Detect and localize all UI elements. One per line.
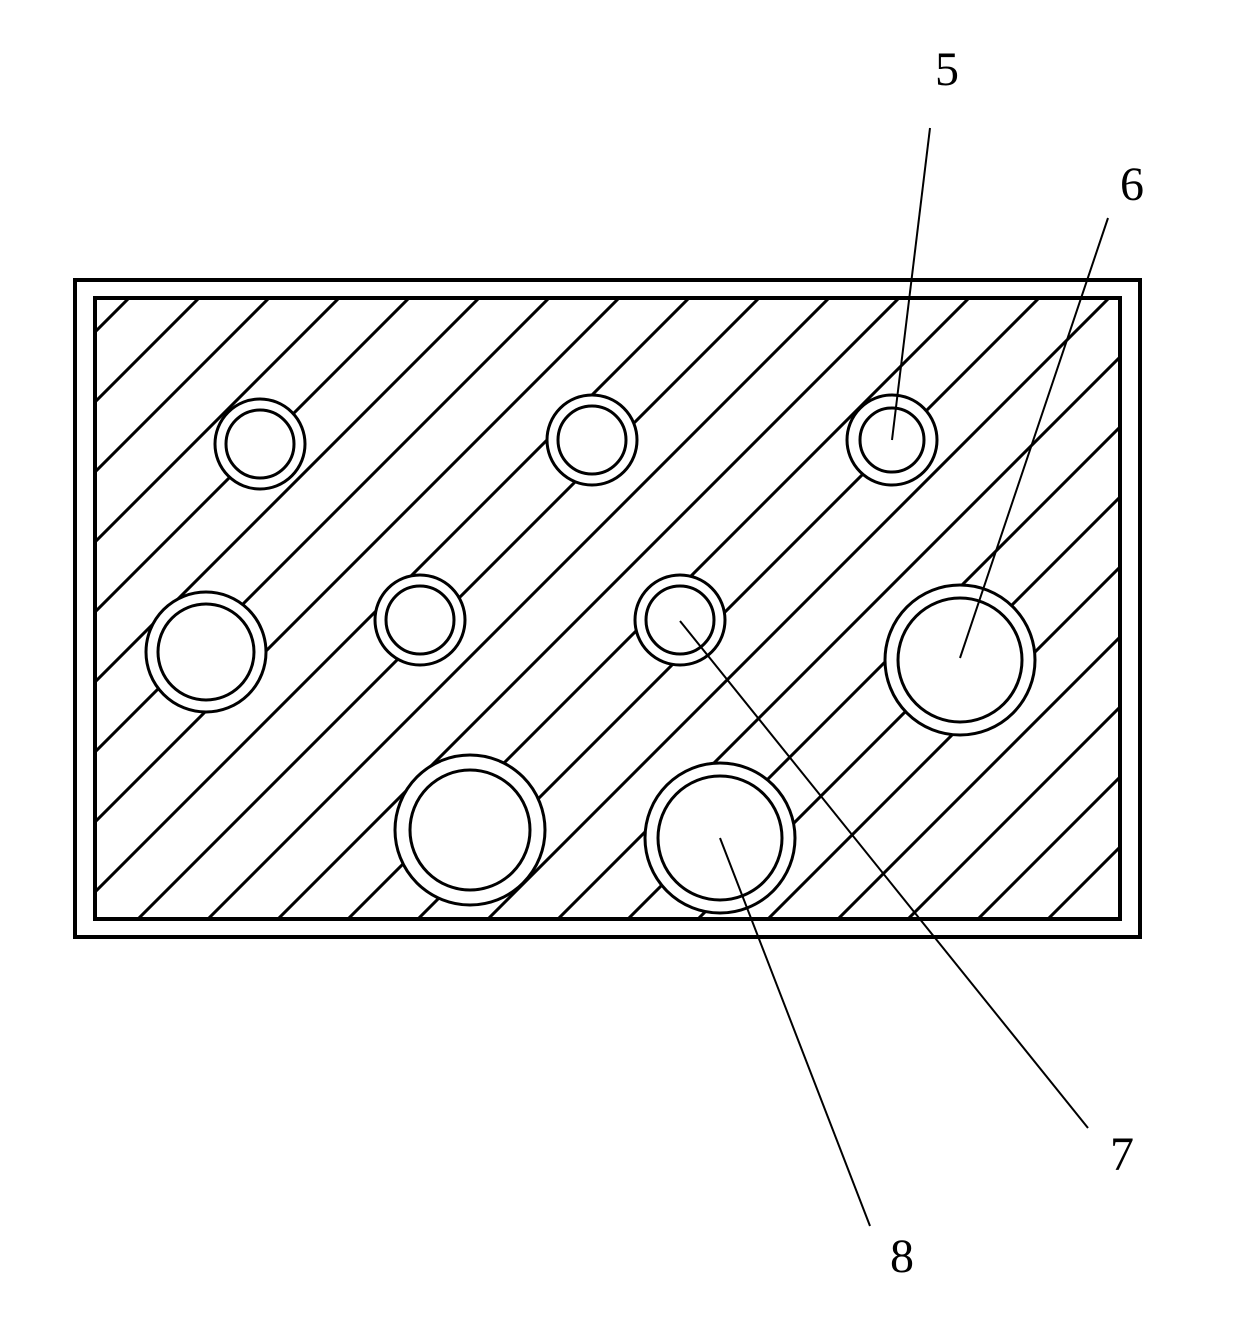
- lead-line: [960, 218, 1108, 658]
- lead-line: [720, 838, 870, 1226]
- callout-label: 6: [1120, 158, 1144, 211]
- circles-group: [146, 395, 1035, 913]
- callout-label: 5: [935, 43, 959, 96]
- callout-label: 8: [890, 1230, 914, 1283]
- callout-label: 7: [1110, 1128, 1134, 1181]
- lead-line: [892, 128, 930, 440]
